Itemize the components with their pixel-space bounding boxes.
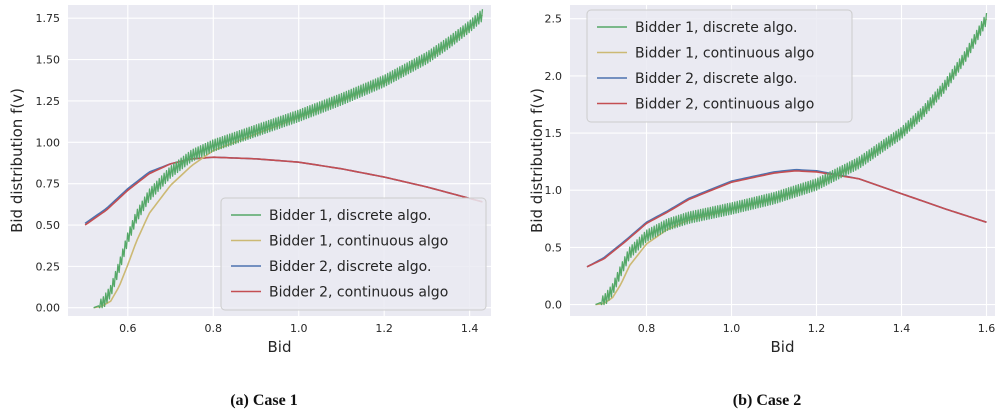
x-tick-label: 1.0 [723,322,741,335]
y-tick-label: 1.25 [36,95,61,108]
y-axis-label: Bid distribution f(v) [8,88,26,233]
legend-entry-label: Bidder 1, continuous algo [635,46,814,62]
x-tick-label: 0.6 [119,322,137,335]
y-tick-label: 1.5 [545,127,563,140]
x-tick-label: 0.8 [205,322,223,335]
y-tick-label: 0.50 [36,219,61,232]
figure-caption: (a) Case 1 [230,392,298,409]
x-tick-label: 1.6 [978,322,996,335]
y-tick-label: 1.0 [545,184,563,197]
legend-entry-label: Bidder 1, continuous algo [269,234,448,250]
figure-caption: (b) Case 2 [733,392,801,409]
series-line-1 [595,12,988,306]
series-line-4 [586,170,987,268]
legend-entry-label: Bidder 2, discrete algo. [635,71,797,87]
legend-entry-label: Bidder 2, discrete algo. [269,259,431,275]
y-tick-label: 0.0 [545,299,563,312]
y-tick-label: 0.75 [36,178,61,191]
x-tick-label: 1.4 [893,322,911,335]
y-tick-label: 2.0 [545,70,563,83]
x-tick-label: 1.2 [808,322,826,335]
x-tick-label: 1.4 [461,322,479,335]
legend-entry-label: Bidder 1, discrete algo. [269,208,431,224]
y-tick-label: 0.25 [36,260,61,273]
chart-case-2: 0.8 1.0 1.2 1.4 1.6 0.0 0.5 1.0 1.5 2.0 2.5 Bid Bid … [528,5,995,409]
legend [586,9,853,123]
legend [220,197,487,311]
legend-entry-label: Bidder 1, discrete algo. [635,20,797,36]
x-tick-label: 1.2 [375,322,393,335]
y-tick-label: 1.75 [36,12,61,25]
legend-entry-label: Bidder 2, continuous algo [635,97,814,113]
y-tick-label: 0.00 [36,302,61,315]
series-line-1 [93,9,484,309]
y-tick-label: 1.50 [36,54,61,67]
y-tick-label: 0.5 [545,241,563,254]
x-tick-label: 1.0 [290,322,308,335]
x-axis-label: Bid [268,338,292,356]
x-tick-label: 0.8 [638,322,656,335]
x-axis-label: Bid [771,338,795,356]
chart-case-1: 0.6 0.8 1.0 1.2 1.4 0.00 0.25 0.50 0.75 1.00 1.25 1… [8,5,491,409]
y-tick-label: 1.00 [36,136,61,149]
y-axis-label: Bid distribution f(v) [528,88,546,233]
legend-entry-label: Bidder 2, continuous algo [269,285,448,301]
series-line-4 [84,156,483,226]
y-tick-label: 2.5 [545,13,563,26]
